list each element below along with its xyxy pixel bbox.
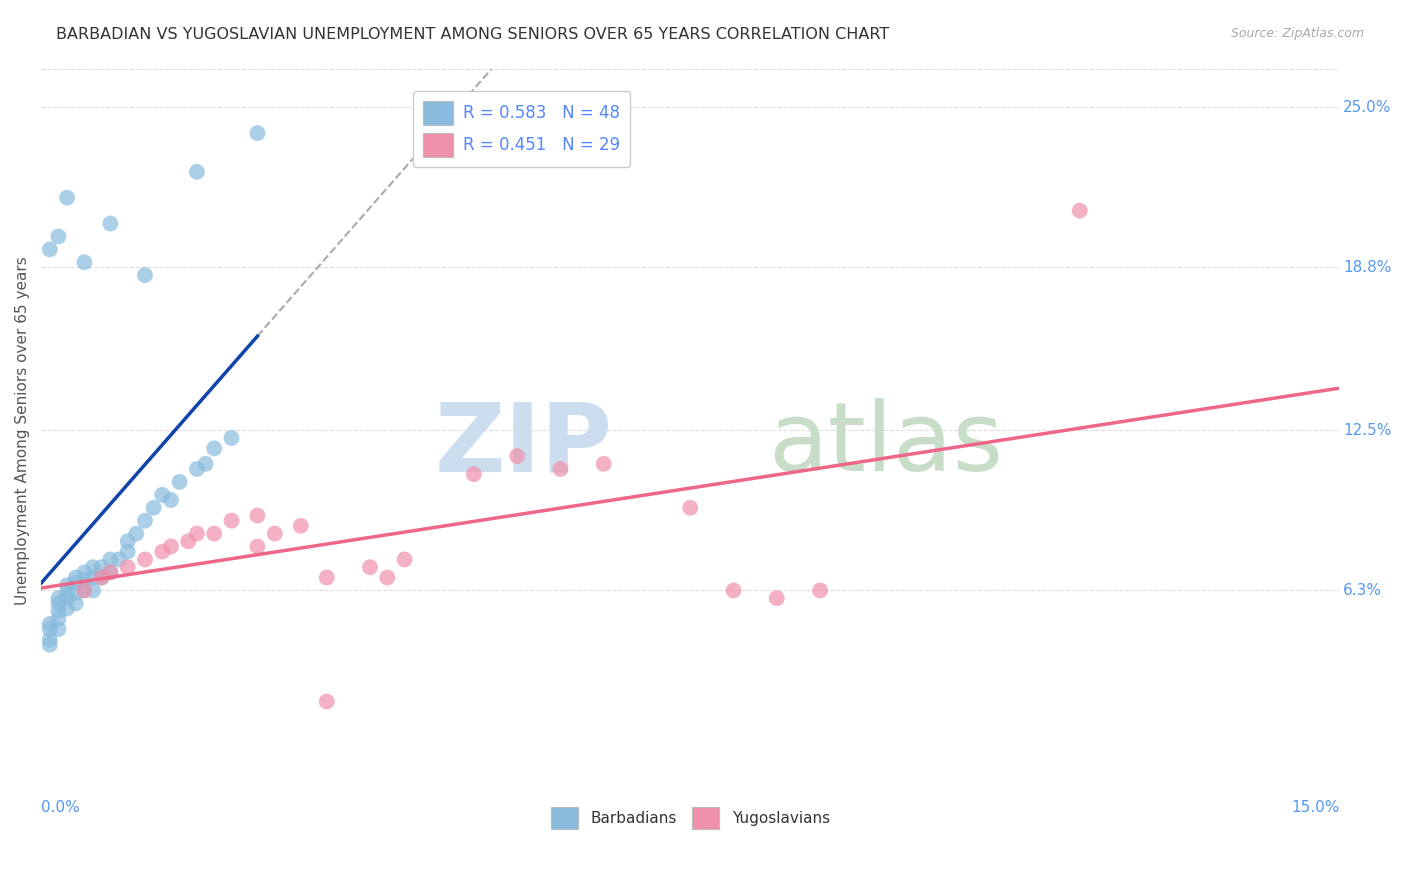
- Point: [98, 566, 121, 580]
- Point: [56, 586, 79, 600]
- Point: [186, 526, 208, 541]
- Point: [765, 591, 787, 606]
- Point: [186, 165, 208, 179]
- Point: [723, 583, 745, 598]
- Point: [73, 583, 96, 598]
- Point: [808, 583, 831, 598]
- Point: [108, 552, 131, 566]
- Point: [90, 570, 112, 584]
- Point: [246, 540, 269, 554]
- Point: [290, 519, 312, 533]
- Point: [65, 570, 87, 584]
- Point: [150, 544, 173, 558]
- Point: [1069, 203, 1091, 218]
- Point: [134, 514, 156, 528]
- Text: 6.3%: 6.3%: [1343, 583, 1382, 598]
- Point: [38, 617, 60, 632]
- Text: BARBADIAN VS YUGOSLAVIAN UNEMPLOYMENT AMONG SENIORS OVER 65 YEARS CORRELATION CH: BARBADIAN VS YUGOSLAVIAN UNEMPLOYMENT AM…: [56, 27, 890, 42]
- Point: [117, 534, 139, 549]
- Text: 18.8%: 18.8%: [1343, 260, 1392, 275]
- Text: 15.0%: 15.0%: [1291, 800, 1340, 814]
- Text: 0.0%: 0.0%: [41, 800, 80, 814]
- Point: [65, 586, 87, 600]
- Point: [202, 526, 225, 541]
- Point: [134, 552, 156, 566]
- Point: [48, 591, 70, 606]
- Point: [177, 534, 200, 549]
- Point: [48, 622, 70, 636]
- Point: [202, 442, 225, 456]
- Text: ZIP: ZIP: [434, 398, 613, 491]
- Point: [90, 570, 112, 584]
- Point: [160, 540, 183, 554]
- Point: [186, 462, 208, 476]
- Point: [263, 526, 285, 541]
- Point: [98, 552, 121, 566]
- Point: [48, 604, 70, 618]
- Point: [315, 570, 337, 584]
- Point: [38, 638, 60, 652]
- Point: [56, 601, 79, 615]
- Point: [394, 552, 416, 566]
- Point: [315, 694, 337, 708]
- Point: [221, 431, 243, 445]
- Point: [38, 622, 60, 636]
- Point: [48, 612, 70, 626]
- Point: [150, 488, 173, 502]
- Point: [56, 578, 79, 592]
- Point: [98, 566, 121, 580]
- Point: [82, 560, 104, 574]
- Point: [98, 217, 121, 231]
- Point: [38, 632, 60, 647]
- Point: [550, 462, 572, 476]
- Point: [38, 243, 60, 257]
- Point: [73, 573, 96, 587]
- Point: [125, 526, 148, 541]
- Point: [65, 575, 87, 590]
- Point: [142, 500, 165, 515]
- Point: [246, 508, 269, 523]
- Text: atlas: atlas: [768, 398, 1004, 491]
- Point: [246, 126, 269, 140]
- Point: [117, 560, 139, 574]
- Point: [90, 560, 112, 574]
- Point: [73, 566, 96, 580]
- Point: [73, 255, 96, 269]
- Point: [56, 591, 79, 606]
- Point: [679, 500, 702, 515]
- Point: [463, 467, 485, 482]
- Point: [48, 229, 70, 244]
- Text: Source: ZipAtlas.com: Source: ZipAtlas.com: [1230, 27, 1364, 40]
- Point: [194, 457, 217, 471]
- Y-axis label: Unemployment Among Seniors over 65 years: Unemployment Among Seniors over 65 years: [15, 256, 30, 605]
- Point: [134, 268, 156, 283]
- Text: 12.5%: 12.5%: [1343, 423, 1392, 438]
- Point: [221, 514, 243, 528]
- Point: [375, 570, 398, 584]
- Text: 25.0%: 25.0%: [1343, 100, 1392, 115]
- Point: [506, 449, 529, 463]
- Point: [73, 583, 96, 598]
- Point: [160, 493, 183, 508]
- Point: [48, 596, 70, 610]
- Legend: Barbadians, Yugoslavians: Barbadians, Yugoslavians: [544, 801, 837, 835]
- Point: [82, 570, 104, 584]
- Point: [56, 191, 79, 205]
- Point: [169, 475, 191, 489]
- Point: [82, 583, 104, 598]
- Point: [117, 544, 139, 558]
- Point: [592, 457, 614, 471]
- Point: [359, 560, 381, 574]
- Point: [65, 596, 87, 610]
